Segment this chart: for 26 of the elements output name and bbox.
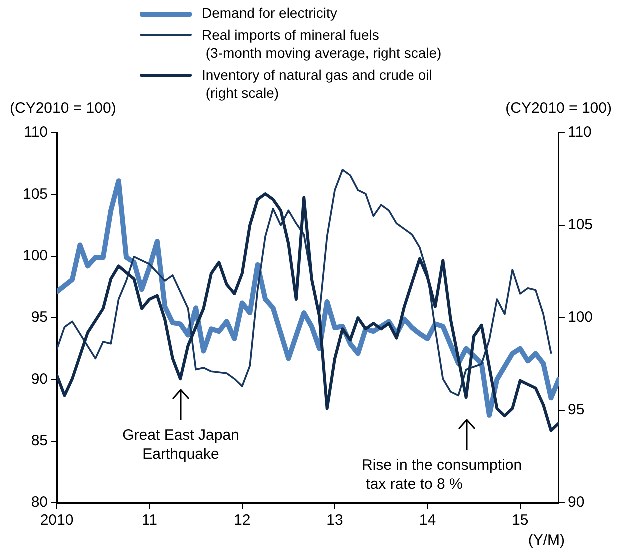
x-tick-label: 13 (326, 512, 344, 530)
y-tick-label: 105 (22, 186, 48, 203)
y2-tick-label: 95 (568, 402, 585, 419)
legend-label: Inventory of natural gas and crude oil (right scale) (202, 66, 432, 102)
y2-tick-label: 105 (568, 216, 594, 234)
y-tick-label: 95 (31, 309, 48, 326)
y2-tick-label: 90 (568, 494, 585, 512)
y2-tick-label: 110 (568, 124, 592, 142)
legend-label: Demand for electricity (202, 4, 338, 22)
annotation: Great East Japan Earthquake (122, 427, 240, 463)
y-tick-label: 100 (22, 247, 48, 264)
y-tick-label: 90 (31, 370, 48, 388)
annotation: Rise in the consumption tax rate to 8 % (362, 457, 522, 493)
y2-axis-title: (CY2010 = 100) (506, 100, 612, 117)
x-tick-label: 12 (234, 512, 251, 530)
x-tick-label: 2010 (40, 512, 74, 530)
x-tick-label: 11 (142, 512, 158, 530)
y-tick-label: 110 (24, 124, 48, 142)
x-tick-label: 14 (419, 512, 436, 530)
x-tick-label: 15 (512, 512, 529, 530)
legend-label: Real imports of mineral fuels (3-month moving average, right scale) (202, 26, 442, 62)
y2-tick-label: 100 (568, 309, 594, 326)
y-axis-title: (CY2010 = 100) (10, 100, 116, 117)
x-axis-title: (Y/M) (528, 532, 565, 549)
y-tick-label: 85 (31, 432, 48, 450)
y-tick-label: 80 (31, 494, 48, 512)
